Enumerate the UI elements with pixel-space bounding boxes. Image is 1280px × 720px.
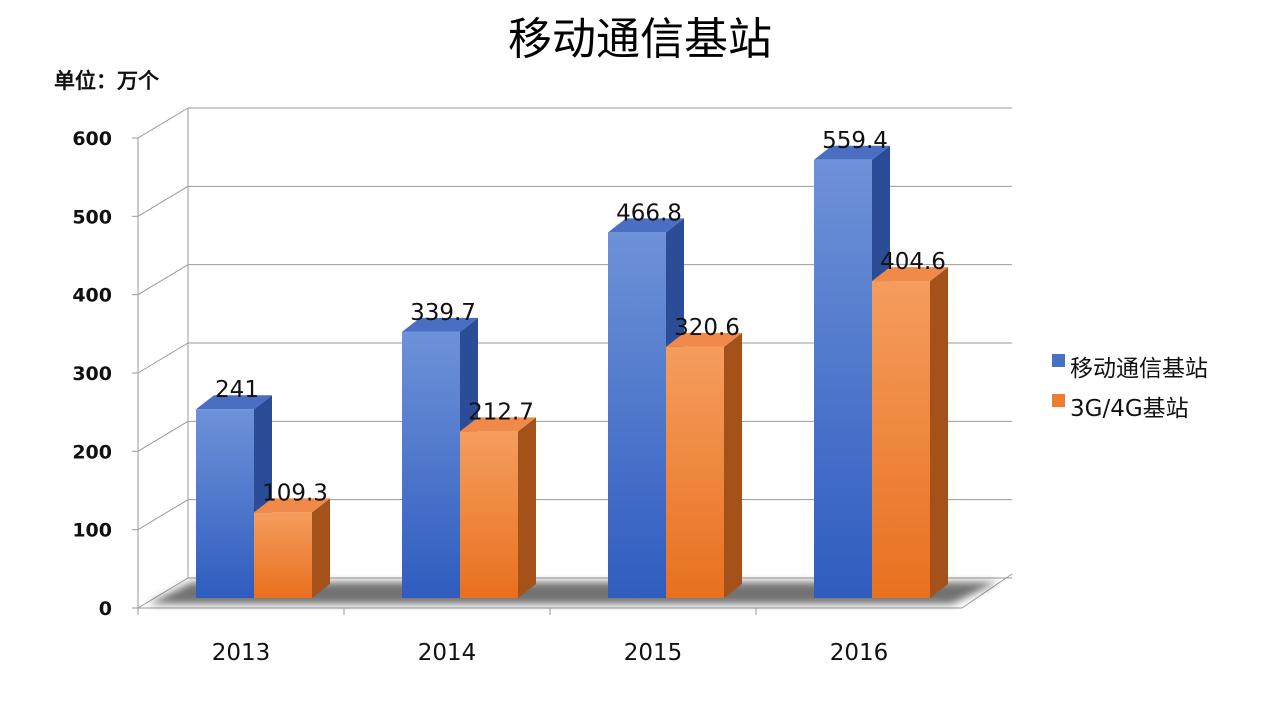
bar-top: [460, 417, 536, 432]
bar-front: [254, 512, 312, 598]
y-tick-label: 0: [99, 598, 112, 620]
x-axis-ticks: 2013 2014 2015 2016: [137, 608, 889, 666]
data-label: 404.6: [880, 249, 946, 275]
gridline-diag: [137, 264, 189, 296]
legend-label-series-2: 3G/4G基站: [1070, 396, 1189, 422]
gridline-diag: [137, 420, 189, 452]
bar-top: [666, 332, 742, 347]
bar-side: [312, 498, 330, 598]
floor-shadow: [148, 582, 998, 604]
bar-3g4g-2015: [666, 332, 742, 598]
chart-floor: [148, 582, 998, 604]
data-label: 212.7: [468, 399, 534, 425]
data-label: 466.8: [616, 200, 682, 226]
legend: 移动通信基站 3G/4G基站: [1052, 354, 1208, 422]
bar-front: [666, 346, 724, 598]
y-tick-label: 500: [72, 206, 112, 228]
bar-front: [872, 281, 930, 598]
gridline-diag: [137, 577, 189, 609]
unit-label: 单位：万个: [54, 69, 160, 93]
bar-front: [608, 232, 666, 598]
bar-top: [402, 317, 478, 332]
bar-front: [402, 331, 460, 598]
y-tick-label: 400: [72, 285, 112, 307]
bar-side: [930, 267, 948, 598]
legend-label-series-1: 移动通信基站: [1070, 356, 1208, 382]
y-tick-label: 200: [72, 441, 112, 463]
gridline-diag: [137, 185, 189, 217]
x-tick-label: 2013: [212, 640, 271, 666]
data-labels: 241 109.3 339.7 212.7 466.8 320.6 559.4 404.6: [215, 128, 946, 507]
x-tick-label: 2016: [830, 640, 889, 666]
legend-swatch-series-2: [1052, 394, 1065, 407]
chart-title: 移动通信基站: [508, 14, 772, 65]
legend-swatch-series-1: [1052, 354, 1065, 367]
gridline-diag: [137, 107, 189, 139]
gridline-diag: [137, 342, 189, 374]
y-tick-label: 100: [72, 520, 112, 542]
bar-top: [254, 498, 330, 513]
y-tick-label: 300: [72, 363, 112, 385]
data-label: 241: [215, 377, 259, 403]
bar-side: [518, 417, 536, 598]
data-label: 339.7: [410, 300, 476, 326]
bar-front: [814, 159, 872, 598]
x-tick-label: 2015: [624, 640, 683, 666]
data-label: 559.4: [822, 128, 888, 154]
bar-front: [460, 431, 518, 598]
bar-front: [196, 409, 254, 598]
bar-top: [872, 267, 948, 282]
bar-3g4g-2016: [872, 267, 948, 598]
bars: [196, 145, 948, 598]
data-label: 320.6: [674, 315, 740, 341]
y-tick-label: 600: [72, 128, 112, 150]
data-label: 109.3: [262, 480, 328, 506]
bar-3g4g-2013: [254, 498, 330, 598]
x-axis-right-edge: [961, 573, 1013, 609]
y-axis-ticks: 0 100 200 300 400 500 600: [72, 128, 112, 620]
bar-side: [724, 332, 742, 598]
bar-top: [814, 145, 890, 160]
bar-top: [196, 395, 272, 410]
x-tick-label: 2014: [418, 640, 477, 666]
bar-top: [608, 218, 684, 233]
gridline-diag: [137, 499, 189, 531]
bar-3g4g-2014: [460, 417, 536, 598]
